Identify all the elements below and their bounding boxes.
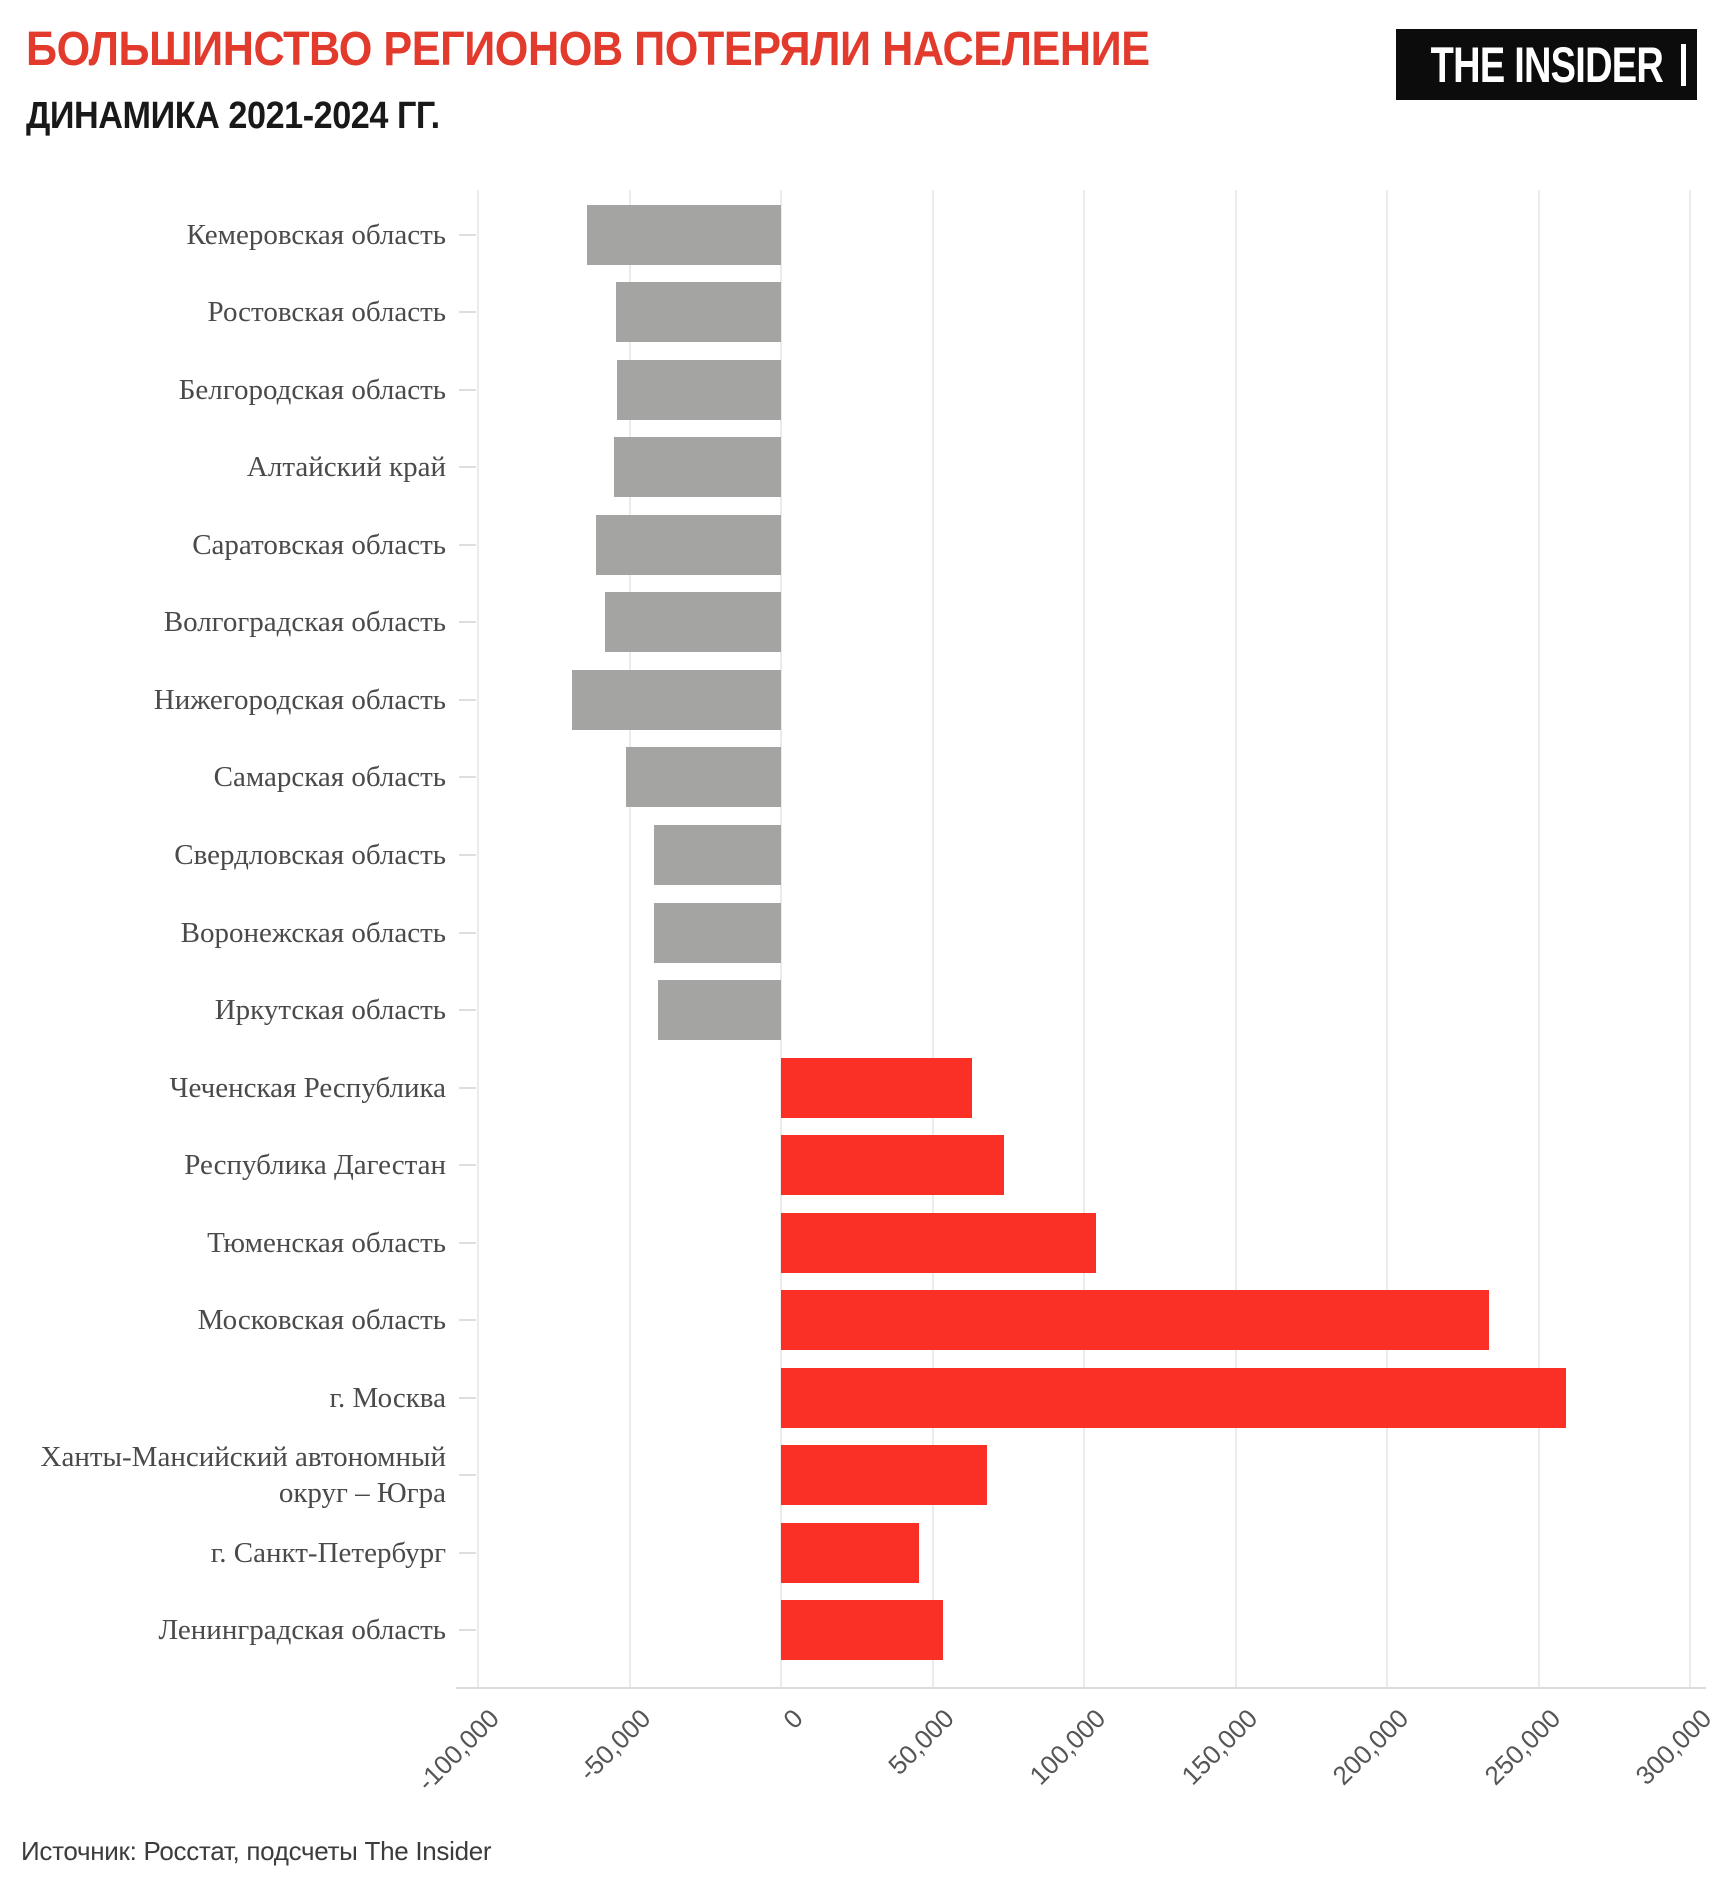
bar-population-gain (781, 1290, 1489, 1351)
region-label: Республика Дагестан (184, 1148, 446, 1181)
x-axis-tick-label: 100,000 (1023, 1703, 1112, 1791)
region-label: Иркутская область (214, 993, 446, 1026)
y-axis-tick (459, 1629, 476, 1632)
y-axis-tick (459, 466, 476, 469)
bar-population-gain (781, 1522, 919, 1583)
region-label: Ленинградская область (158, 1614, 446, 1647)
region-label: Волгоградская область (163, 606, 446, 639)
region-label: Ханты-Мансийский автономный округ – Югра (40, 1440, 446, 1510)
bar-population-loss (605, 592, 781, 653)
x-axis-tick-label: -100,000 (411, 1703, 506, 1797)
bar-population-loss (626, 747, 781, 808)
y-axis-tick (459, 1319, 476, 1322)
y-axis-tick (459, 853, 476, 856)
y-axis-tick (459, 543, 476, 546)
x-axis-tick-label: 200,000 (1326, 1703, 1415, 1791)
y-axis-tick (459, 1474, 476, 1477)
y-axis-tick (459, 233, 476, 236)
gridline (780, 190, 782, 1687)
y-axis-tick (459, 1086, 476, 1089)
bar-population-loss (615, 282, 781, 343)
region-label: Белгородская область (178, 373, 446, 406)
bar-population-loss (617, 359, 781, 420)
y-axis-tick (459, 621, 476, 624)
bar-population-gain (781, 1600, 944, 1661)
gridline (628, 190, 631, 1687)
bar-population-loss (653, 824, 781, 885)
gridline (1234, 190, 1237, 1687)
region-label: Кемеровская область (186, 218, 447, 251)
region-label: Свердловская область (174, 838, 446, 871)
chart-title: БОЛЬШИНСТВО РЕГИОНОВ ПОТЕРЯЛИ НАСЕЛЕНИЕ (26, 23, 1150, 76)
gridline (1386, 190, 1388, 1687)
y-axis-tick (459, 698, 476, 701)
bar-population-gain (781, 1445, 988, 1506)
bar-population-gain (781, 1057, 972, 1118)
bar-population-loss (653, 902, 781, 963)
region-label: Чеченская Республика (169, 1071, 446, 1104)
chart-subtitle: ДИНАМИКА 2021-2024 ГГ. (26, 95, 440, 137)
bar-population-gain (781, 1212, 1097, 1273)
region-label: Самарская область (213, 761, 446, 794)
the-insider-logo-text: THE INSIDER (1430, 36, 1663, 93)
y-axis-tick (459, 1551, 476, 1554)
x-axis-tick-label: 150,000 (1175, 1703, 1263, 1791)
bar-population-loss (587, 204, 781, 265)
region-label: Ростовская область (207, 296, 446, 329)
gridline (1083, 190, 1085, 1687)
gridline (1689, 190, 1691, 1687)
y-axis-tick (459, 1164, 476, 1167)
region-label: г. Санкт-Петербург (210, 1536, 446, 1569)
logo-cursor-bar-icon (1681, 44, 1686, 86)
gridline (477, 190, 479, 1687)
y-axis-tick (459, 776, 476, 779)
y-axis-tick (459, 931, 476, 934)
region-label: Воронежская область (180, 916, 446, 949)
y-axis-tick (459, 1241, 476, 1244)
x-axis-line (456, 1687, 1706, 1689)
source-note: Источник: Росстат, подсчеты The Insider (21, 1836, 492, 1866)
x-axis-tick-label: 250,000 (1478, 1703, 1566, 1791)
gridline (931, 190, 934, 1687)
region-label: Нижегородская область (153, 683, 446, 716)
region-label: Тюменская область (207, 1226, 446, 1259)
bar-population-loss (614, 437, 781, 498)
bar-population-gain (781, 1367, 1566, 1428)
x-axis-tick-label: 50,000 (882, 1703, 960, 1781)
region-label: Алтайский край (246, 451, 446, 484)
y-axis-tick (459, 1009, 476, 1012)
the-insider-logo: THE INSIDER (1396, 29, 1697, 100)
x-axis-tick-label: -50,000 (573, 1703, 657, 1787)
x-axis-tick-label: 0 (776, 1703, 809, 1735)
region-label: Саратовская область (192, 528, 446, 561)
region-label: Московская область (197, 1304, 446, 1336)
x-axis-tick-label: 300,000 (1629, 1703, 1718, 1791)
bar-population-loss (571, 669, 781, 730)
bar-population-loss (596, 514, 781, 575)
gridline (1537, 190, 1540, 1687)
bar-population-loss (658, 980, 781, 1041)
y-axis-tick (459, 388, 476, 391)
bar-population-gain (781, 1135, 1004, 1196)
region-label: г. Москва (329, 1381, 446, 1414)
y-axis-tick (459, 311, 476, 314)
y-axis-tick (459, 1396, 476, 1399)
